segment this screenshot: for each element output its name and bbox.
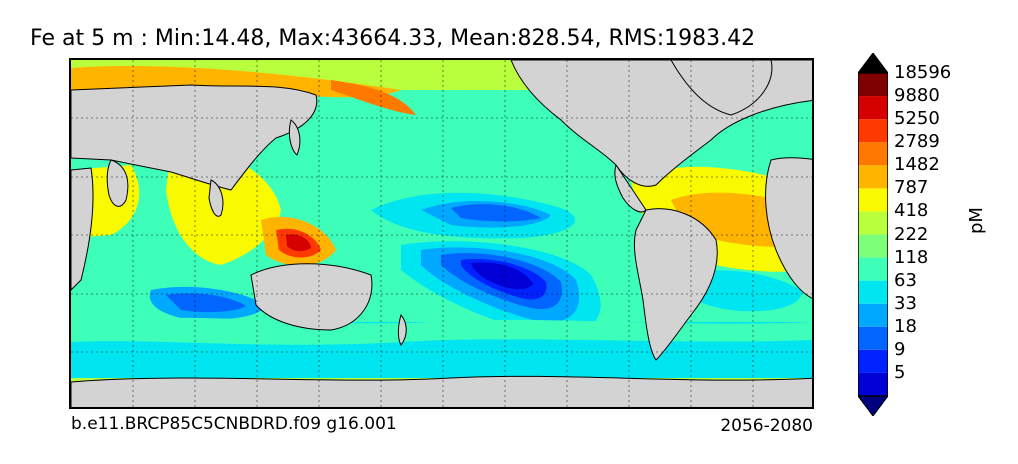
colorbar-cell [858,96,888,120]
colorbar-cell [858,165,888,189]
colorbar-cell [858,73,888,97]
indian-gyre-2 [166,293,246,313]
colorbar-tick-label: 418 [894,200,929,222]
maritime-high-3 [286,234,311,252]
colorbar-tick-label: 9880 [894,85,940,107]
colorbar-units: pM [966,207,987,234]
lat-lon-grid [71,60,812,407]
colorbar-cell [858,280,888,304]
colorbar-extend-low [858,395,888,416]
period-label: 2056-2080 [720,416,813,436]
colorbar-outline [858,72,888,397]
map-panel [69,58,814,409]
colorbar-tick-label: 33 [894,292,917,314]
colorbar-tick-label: 222 [894,223,929,245]
colorbar-cell [858,257,888,281]
north-gyre-3 [451,204,541,222]
colorbar-cell [858,372,888,396]
colorbar-cell [858,188,888,212]
colorbar-tick-label: 787 [894,177,929,199]
southern-front [71,317,812,345]
case-name: b.e11.BRCP85C5CNBDRD.f09 g16.001 [71,414,397,434]
map-title: Fe at 5 m : Min:14.48, Max:43664.33, Mea… [30,26,756,51]
south-gyre-5 [471,262,533,290]
colorbar-cell [858,303,888,327]
colorbar-cells [858,53,888,416]
colorbar-cell [858,326,888,350]
colorbar-tick-label: 5250 [894,108,940,130]
colorbar-tick-label: 9 [894,338,906,360]
colorbar-cell [858,211,888,235]
colorbar-cell [858,142,888,166]
colorbar-tick-label: 1482 [894,154,940,176]
colorbar-tick-label: 5 [894,361,906,383]
colorbar-cell [858,349,888,373]
colorbar-cell [858,119,888,143]
colorbar [858,53,888,416]
colorbar-cell [858,234,888,258]
continents [71,60,812,407]
colorbar-tick-label: 118 [894,246,929,268]
colorbar-extend-high [858,53,888,74]
ocean-field-map [71,60,812,407]
colorbar-tick-label: 2789 [894,131,940,153]
colorbar-tick-label: 18596 [894,62,952,83]
bering-high [331,80,416,115]
colorbar-tick-label: 63 [894,269,917,291]
colorbar-tick-label: 18 [894,315,917,337]
